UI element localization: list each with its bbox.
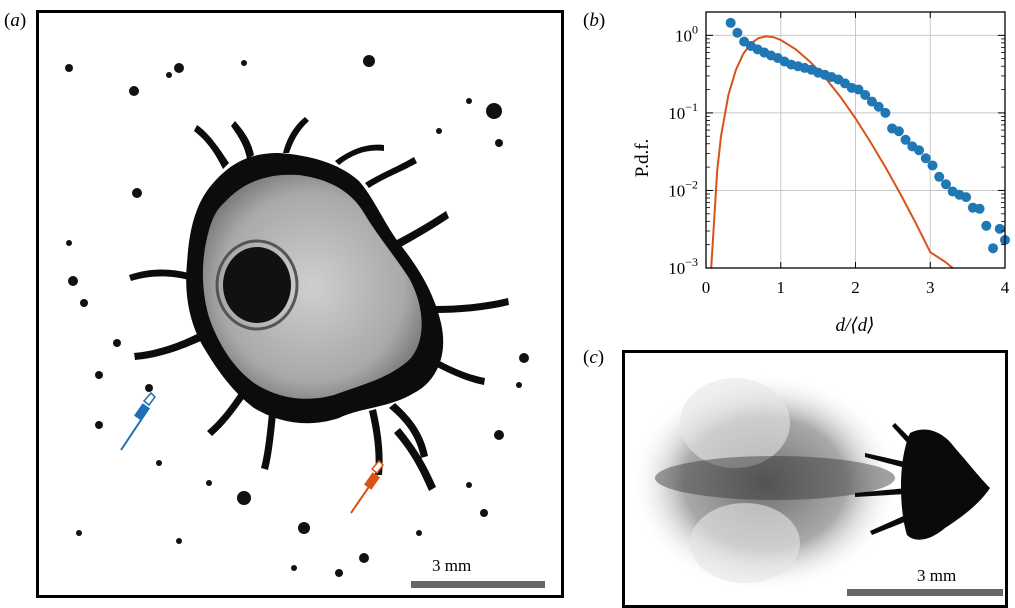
fit-curve [710,35,954,269]
y-tick-label: 100 [675,22,698,45]
blue-droplet-marker [120,391,156,451]
data-point [934,171,945,182]
x-axis-label: d/⟨d⟩ [835,315,874,336]
data-point [853,84,864,95]
orange-droplet-marker [350,459,384,514]
data-point [880,107,891,118]
x-tick-label: 2 [851,278,860,297]
panel-b-label: (b) [583,10,606,31]
tick-marks [705,11,1006,269]
scale-bar-c [847,589,1003,596]
droplets [65,55,529,577]
x-tick-label: 3 [926,278,935,297]
data-point [732,27,743,38]
x-tick-labels: 0 1 2 3 4 [702,278,1010,297]
panel-a-label: (a) [4,10,27,31]
data-point [920,153,931,164]
jet-photo-panel: 3 mm [622,350,1008,608]
data-points-layer [725,17,1010,254]
panel-c-label: (c) [583,347,605,368]
data-point [974,203,985,214]
splash-photo-panel: 3 mm [36,10,564,598]
jet-head [855,423,990,540]
data-point [940,179,951,190]
data-point [961,192,972,203]
data-point [988,243,999,254]
data-point [860,90,871,101]
scale-bar-c-label: 3 mm [917,566,957,585]
data-point [900,134,911,145]
data-point [725,17,736,28]
x-tick-label: 0 [702,278,711,297]
fit-curve-layer [710,35,954,269]
data-point [994,223,1005,234]
pdf-chart: 0 1 2 3 4 10−3 10−2 10−1 100 P.d.f. d/⟨d⟩ [632,11,1010,336]
scale-bar-a [411,581,545,588]
splash-inner-sheet [202,174,422,399]
y-tick-label: 10−2 [668,177,698,200]
x-tick-label: 1 [777,278,786,297]
impact-hole [223,247,291,323]
data-point [893,126,904,137]
scale-bar-a-label: 3 mm [432,556,472,575]
y-tick-labels: 10−3 10−2 10−1 100 [668,22,698,278]
y-axis-label: P.d.f. [632,139,653,178]
data-point [866,96,877,107]
jet-photo [630,373,1003,596]
y-tick-label: 10−1 [668,100,698,123]
splash-photo [65,55,545,588]
data-point [873,101,884,112]
data-point [927,160,938,171]
x-tick-label: 4 [1001,278,1010,297]
y-tick-label: 10−3 [668,255,698,278]
data-point [981,220,992,231]
data-point [914,145,925,156]
